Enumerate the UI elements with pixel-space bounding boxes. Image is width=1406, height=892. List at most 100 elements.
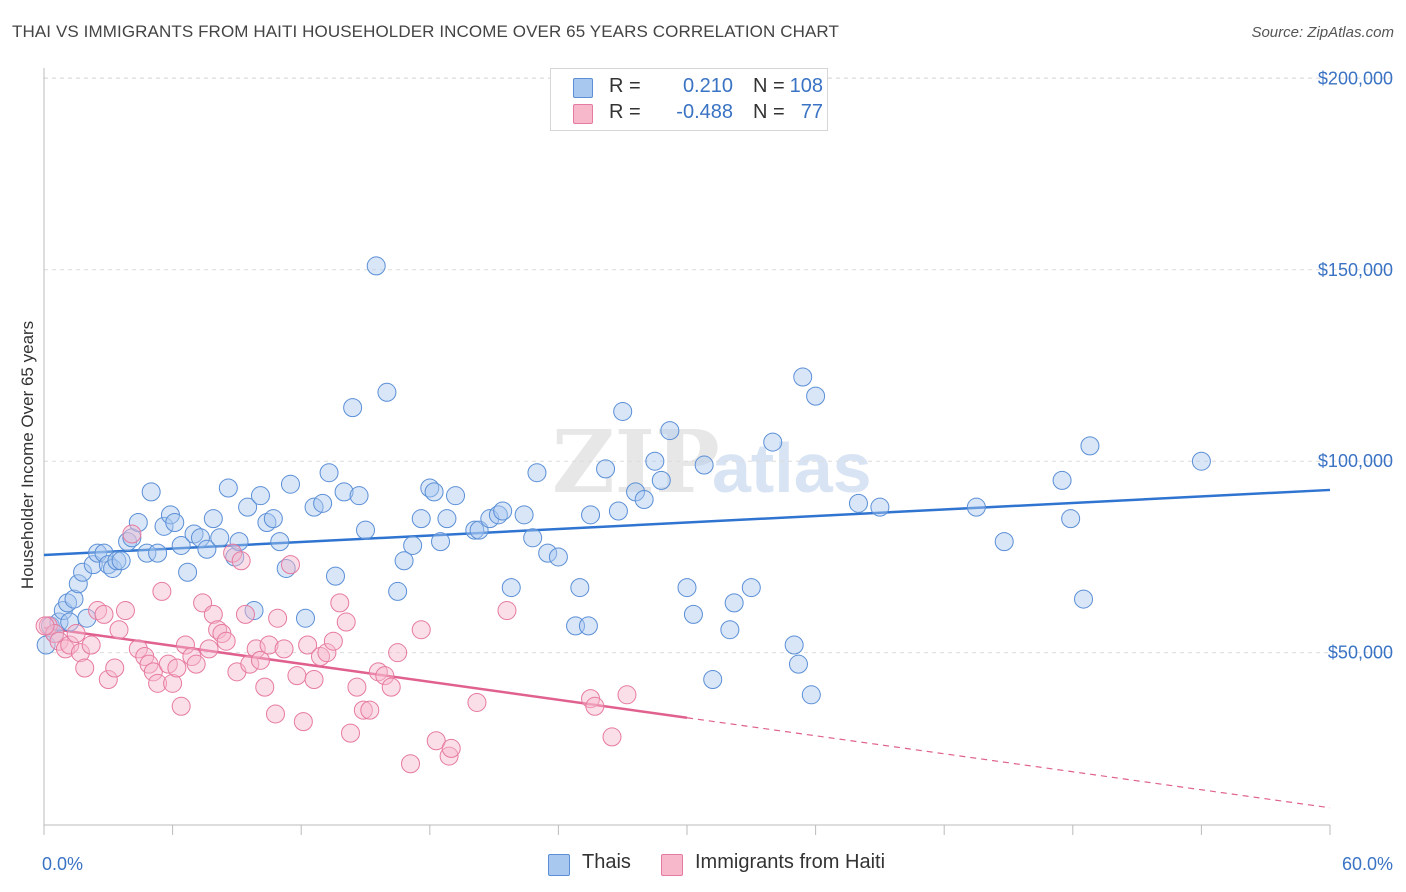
data-point: [784, 635, 804, 655]
data-point: [806, 386, 826, 406]
data-point: [255, 677, 275, 697]
axes: [43, 68, 1331, 835]
data-point: [330, 593, 350, 613]
data-point: [175, 635, 195, 655]
data-point: [178, 562, 198, 582]
data-point: [317, 643, 337, 663]
source-label: Source: ZipAtlas.com: [1251, 24, 1394, 41]
data-point: [274, 639, 294, 659]
data-point: [263, 509, 283, 529]
legend-r-label: R =: [609, 75, 641, 97]
data-point: [94, 604, 114, 624]
data-point: [645, 451, 665, 471]
data-point: [235, 604, 255, 624]
data-point: [377, 382, 397, 402]
data-point: [336, 612, 356, 632]
data-point: [763, 432, 783, 452]
legend-n-value: 108: [789, 75, 823, 97]
data-point: [497, 601, 517, 621]
legend-r-label: R =: [609, 101, 641, 123]
data-point: [514, 505, 534, 525]
data-point: [578, 616, 598, 636]
legend-label-haiti: Immigrants from Haiti: [695, 851, 886, 873]
data-point: [280, 474, 300, 494]
legend-r-value: 0.210: [682, 75, 733, 97]
data-point: [319, 463, 339, 483]
data-point: [870, 497, 890, 517]
data-point: [411, 620, 431, 640]
data-point: [401, 754, 421, 774]
trend-line-thais: [43, 488, 1331, 557]
data-point: [152, 581, 172, 601]
data-point: [141, 482, 161, 502]
data-point: [165, 512, 185, 532]
data-point: [64, 589, 84, 609]
data-point: [313, 493, 333, 513]
data-point: [105, 658, 125, 678]
data-point: [115, 601, 135, 621]
data-point: [608, 501, 628, 521]
data-point: [293, 712, 313, 732]
data-point: [231, 551, 251, 571]
data-point: [340, 723, 360, 743]
data-point: [788, 654, 808, 674]
data-point: [35, 616, 55, 636]
data-point: [73, 562, 93, 582]
legend-n-label: N =: [753, 75, 785, 97]
data-point: [128, 639, 148, 659]
data-point: [122, 524, 142, 544]
series-thais: [36, 256, 1211, 705]
data-point: [265, 704, 285, 724]
legend-swatch-haiti: [573, 104, 593, 124]
data-point: [1061, 509, 1081, 529]
data-point: [137, 543, 157, 563]
data-point: [585, 696, 605, 716]
data-point: [411, 509, 431, 529]
data-point: [527, 463, 547, 483]
data-point: [323, 631, 343, 651]
trend-lines: [43, 488, 1331, 809]
trend-line-haiti: [43, 626, 688, 720]
data-point: [613, 401, 633, 421]
data-point: [793, 367, 813, 387]
x-tick-label: 60.0%: [1342, 854, 1393, 874]
y-tick-label: $50,000: [1328, 643, 1393, 663]
data-point: [111, 551, 131, 571]
data-point: [394, 551, 414, 571]
data-point: [250, 650, 270, 670]
data-point: [683, 604, 703, 624]
data-point: [295, 608, 315, 628]
data-point: [98, 669, 118, 689]
data-point: [1080, 436, 1100, 456]
legend-n-value: 77: [800, 101, 823, 123]
data-point: [703, 669, 723, 689]
data-point: [229, 532, 249, 552]
data-point: [268, 608, 288, 628]
data-point: [238, 497, 258, 517]
data-point: [467, 692, 487, 712]
data-point: [465, 520, 485, 540]
data-point: [403, 535, 423, 555]
data-point: [720, 620, 740, 640]
data-point: [143, 662, 163, 682]
legend-r-value: -0.488: [676, 101, 733, 123]
data-point: [437, 509, 457, 529]
trend-line-haiti-extension: [686, 717, 1331, 809]
data-point: [426, 731, 446, 751]
data-point: [1191, 451, 1211, 471]
data-point: [677, 578, 697, 598]
data-point: [1074, 589, 1094, 609]
data-point: [287, 666, 307, 686]
data-point: [171, 535, 191, 555]
y-axis-label: Householder Income Over 65 years: [18, 321, 37, 589]
tick-labels: $50,000 $100,000 $150,000 $200,000 0.0% 60.0%: [42, 68, 1393, 874]
data-point: [216, 631, 236, 651]
data-point: [66, 624, 86, 644]
data-point: [538, 543, 558, 563]
data-point: [347, 677, 367, 697]
data-point: [199, 639, 219, 659]
data-point: [75, 658, 95, 678]
stats-legend: R = 0.210 N = 108 R = -0.488 N = 77: [550, 68, 828, 131]
data-point: [70, 643, 90, 663]
x-tick-label: 0.0%: [42, 854, 83, 874]
